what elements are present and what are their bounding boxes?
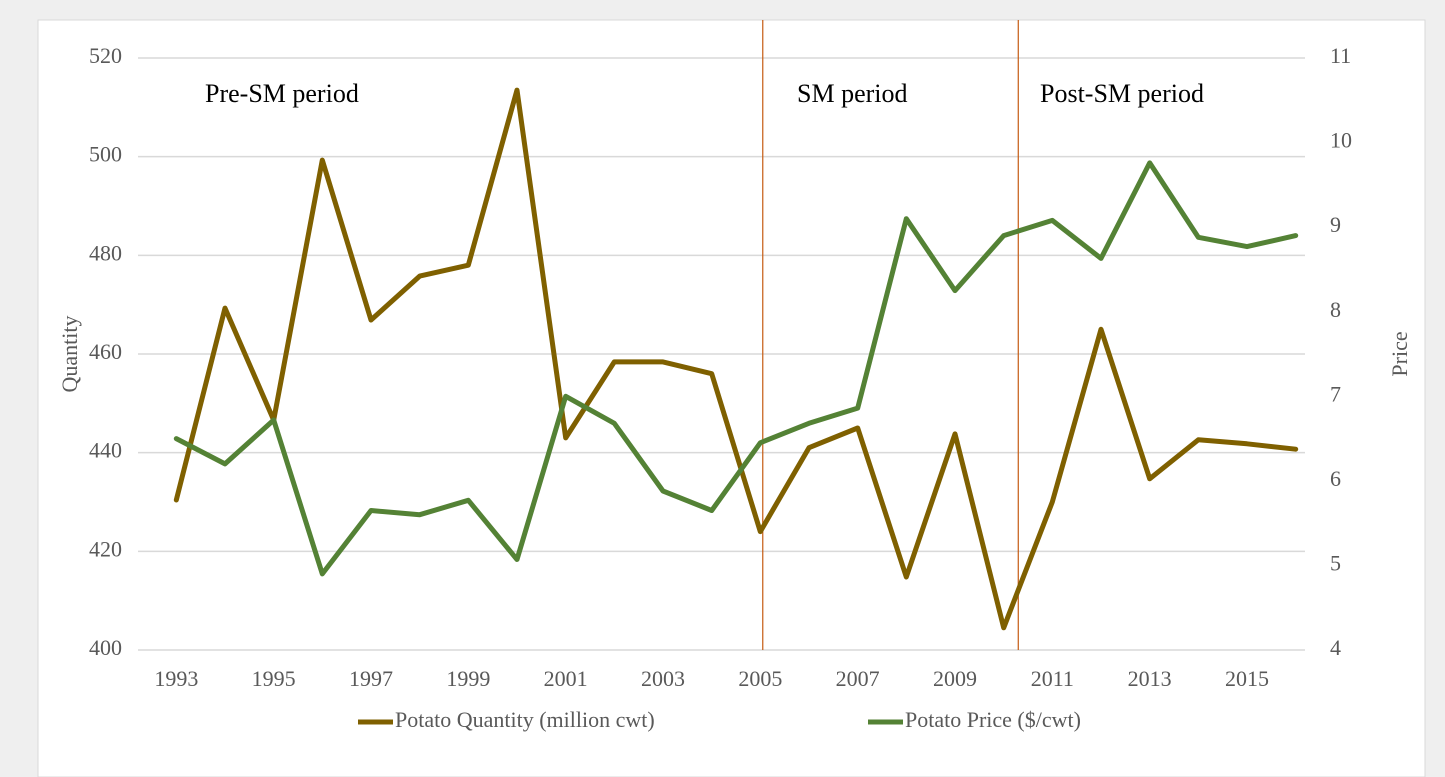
x-tick-label: 1993 [154, 666, 198, 691]
y-axis-title: Quantity [57, 316, 82, 393]
y-tick-label: 400 [89, 635, 122, 660]
x-tick-label: 2007 [836, 666, 880, 691]
y2-tick-label: 5 [1330, 550, 1341, 575]
y-tick-label: 500 [89, 142, 122, 167]
y-tick-label: 460 [89, 339, 122, 364]
y2-tick-label: 9 [1330, 212, 1341, 237]
x-tick-label: 2005 [738, 666, 782, 691]
legend-label: Potato Quantity (million cwt) [395, 707, 655, 732]
x-tick-label: 2001 [544, 666, 588, 691]
y2-tick-label: 4 [1330, 635, 1341, 660]
y-tick-label: 420 [89, 536, 122, 561]
x-tick-label: 2015 [1225, 666, 1269, 691]
x-tick-label: 1999 [446, 666, 490, 691]
y2-tick-label: 11 [1330, 43, 1351, 68]
x-tick-label: 2011 [1031, 666, 1074, 691]
y2-tick-label: 6 [1330, 466, 1341, 491]
y2-tick-label: 7 [1330, 381, 1341, 406]
annotation: Pre-SM period [205, 79, 359, 108]
y2-axis-title: Price [1387, 331, 1412, 376]
chart-area [37, 19, 1426, 777]
x-tick-label: 2009 [933, 666, 977, 691]
y-tick-label: 480 [89, 240, 122, 265]
x-tick-label: 2003 [641, 666, 685, 691]
x-tick-label: 1995 [252, 666, 296, 691]
x-tick-label: 2013 [1128, 666, 1172, 691]
annotation: Post-SM period [1040, 79, 1204, 108]
y-tick-label: 440 [89, 438, 122, 463]
legend-label: Potato Price ($/cwt) [905, 707, 1081, 732]
y2-tick-label: 10 [1330, 128, 1352, 153]
series-line [173, 87, 1299, 631]
y-tick-label: 520 [89, 43, 122, 68]
x-tick-label: 1997 [349, 666, 393, 691]
y2-tick-label: 8 [1330, 297, 1341, 322]
annotation: SM period [797, 79, 908, 108]
series-line [173, 160, 1299, 577]
